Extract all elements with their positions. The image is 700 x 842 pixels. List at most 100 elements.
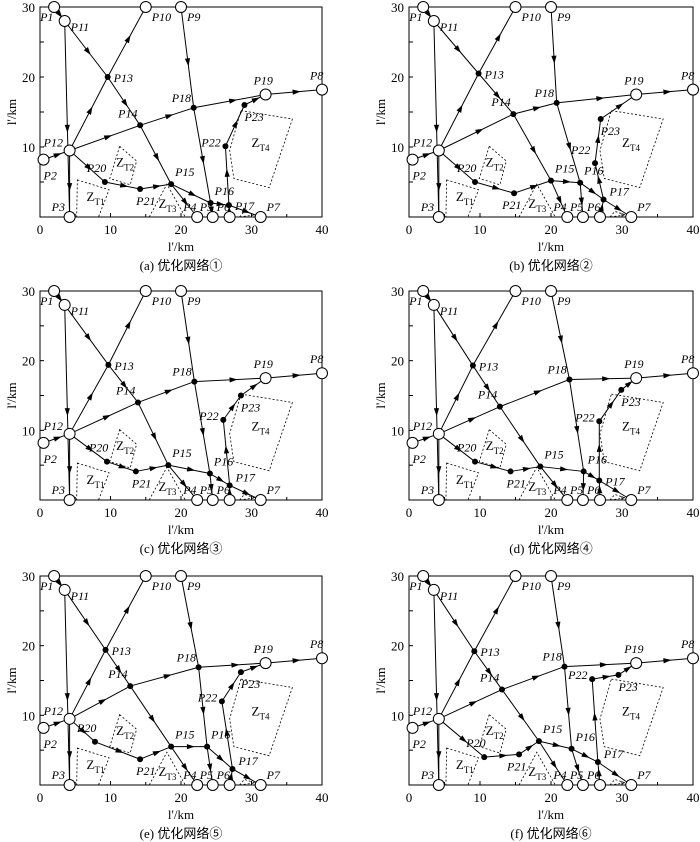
edge-P13-P10 <box>105 575 147 651</box>
edge-P13-P10 <box>473 575 516 652</box>
obstacle-label-main: Z <box>158 764 166 779</box>
node-label-P7: P7 <box>266 483 281 497</box>
junction-node-P23 <box>237 669 244 676</box>
arrow-icon <box>492 321 499 330</box>
obstacle-zone <box>599 678 664 757</box>
junction-node-P23 <box>241 102 248 108</box>
node-label-P17: P17 <box>234 199 255 213</box>
boundary-node-P6 <box>593 779 606 791</box>
junction-node-P15 <box>548 177 554 184</box>
obstacle-label: ZT4 <box>252 135 270 153</box>
boundary-node-P2 <box>406 721 419 734</box>
arrow-icon <box>623 666 632 673</box>
panel-caption: (d) 优化网络④ <box>509 541 592 556</box>
boundary-node-P12 <box>63 427 76 440</box>
node-label-P6: P6 <box>586 483 600 497</box>
arrow-icon <box>152 750 161 757</box>
y-axis-label: l'/km <box>4 667 19 693</box>
boundary-node-P5 <box>206 779 219 791</box>
boundary-node-P12 <box>63 712 76 725</box>
boundary-node-P9 <box>175 570 187 582</box>
node-label-P20: P20 <box>456 161 476 175</box>
junction-node-P20 <box>472 458 479 465</box>
arrow-icon <box>436 466 442 475</box>
obstacle-label-sub: T3 <box>166 204 176 214</box>
arrow-icon <box>64 124 70 133</box>
obstacle-label-sub: T4 <box>259 426 269 436</box>
arrow-icon <box>598 203 604 212</box>
boundary-node-P11 <box>58 583 71 596</box>
obstacle-label-sub: T1 <box>94 480 104 490</box>
arrow-icon <box>663 373 672 379</box>
node-label-P11: P11 <box>439 20 458 34</box>
node-label-P10: P10 <box>521 579 541 593</box>
obstacle-zone <box>238 493 256 501</box>
obstacle-label-sub: T3 <box>536 772 546 782</box>
x-tick-label: 20 <box>175 222 188 237</box>
x-tick-label: 30 <box>245 505 258 520</box>
edge-P17-P22 <box>591 679 599 763</box>
arrow-icon <box>533 390 542 396</box>
node-label-P1: P1 <box>39 579 53 593</box>
node-label-P14: P14 <box>115 383 135 397</box>
y-tick-label: 20 <box>22 354 35 369</box>
y-axis-label: l'/km <box>373 99 388 125</box>
node-label-P8: P8 <box>680 352 694 366</box>
edge-P13-P10 <box>472 290 516 366</box>
node-label-P9: P9 <box>186 294 200 308</box>
arrow-icon <box>499 753 508 759</box>
boundary-node-P11 <box>427 298 440 311</box>
arrow-icon <box>124 34 131 44</box>
arrow-icon <box>227 487 233 496</box>
boundary-node-P6 <box>223 779 236 791</box>
arrow-icon <box>83 47 91 55</box>
boundary-node-P5 <box>576 494 589 506</box>
node-label-P13: P13 <box>113 359 133 373</box>
node-label-P1: P1 <box>408 579 422 593</box>
node-label-P6: P6 <box>216 483 230 497</box>
arrow-icon <box>574 425 580 435</box>
arrow-icon <box>227 681 235 691</box>
arrow-icon <box>467 417 477 423</box>
node-label-P17: P17 <box>603 747 624 761</box>
boundary-node-P19 <box>630 88 643 101</box>
node-label-P9: P9 <box>556 294 570 308</box>
arrow-icon <box>224 168 230 177</box>
node-label-P11: P11 <box>70 304 89 318</box>
y-tick-label: 20 <box>391 639 404 654</box>
arrow-icon <box>184 58 191 67</box>
node-label-P7: P7 <box>266 200 281 214</box>
boundary-node-P2 <box>406 153 419 166</box>
y-tick-label: 10 <box>22 423 35 438</box>
boundary-node-P11 <box>427 583 440 596</box>
obstacle-label: ZT1 <box>87 472 105 490</box>
node-label-P7: P7 <box>636 200 651 214</box>
boundary-node-P2 <box>406 436 419 449</box>
junction-node-P16 <box>204 743 211 750</box>
node-label-P19: P19 <box>253 642 273 656</box>
arrow-icon <box>581 751 590 758</box>
obstacle-label-sub: T4 <box>259 143 269 153</box>
node-label-P5: P5 <box>199 483 213 497</box>
arrow-icon <box>459 735 467 743</box>
node-label-P14: P14 <box>490 95 510 109</box>
obstacle-label-main: Z <box>486 723 494 738</box>
arrow-icon <box>599 662 608 668</box>
arrow-icon <box>475 128 484 135</box>
arrow-icon <box>78 726 87 735</box>
x-tick-label: 0 <box>406 222 413 237</box>
node-label-P13: P13 <box>479 645 499 659</box>
x-tick-label: 40 <box>316 222 329 237</box>
arrow-icon <box>84 163 92 171</box>
node-label-P9: P9 <box>556 579 570 593</box>
junction-node-P17 <box>226 482 233 489</box>
obstacle-label: ZT4 <box>622 703 640 721</box>
arrow-icon <box>98 698 107 705</box>
arrow-icon <box>613 204 623 212</box>
node-label-P5: P5 <box>569 483 583 497</box>
arrow-icon <box>84 333 92 342</box>
edge-P13-P10 <box>107 290 147 366</box>
